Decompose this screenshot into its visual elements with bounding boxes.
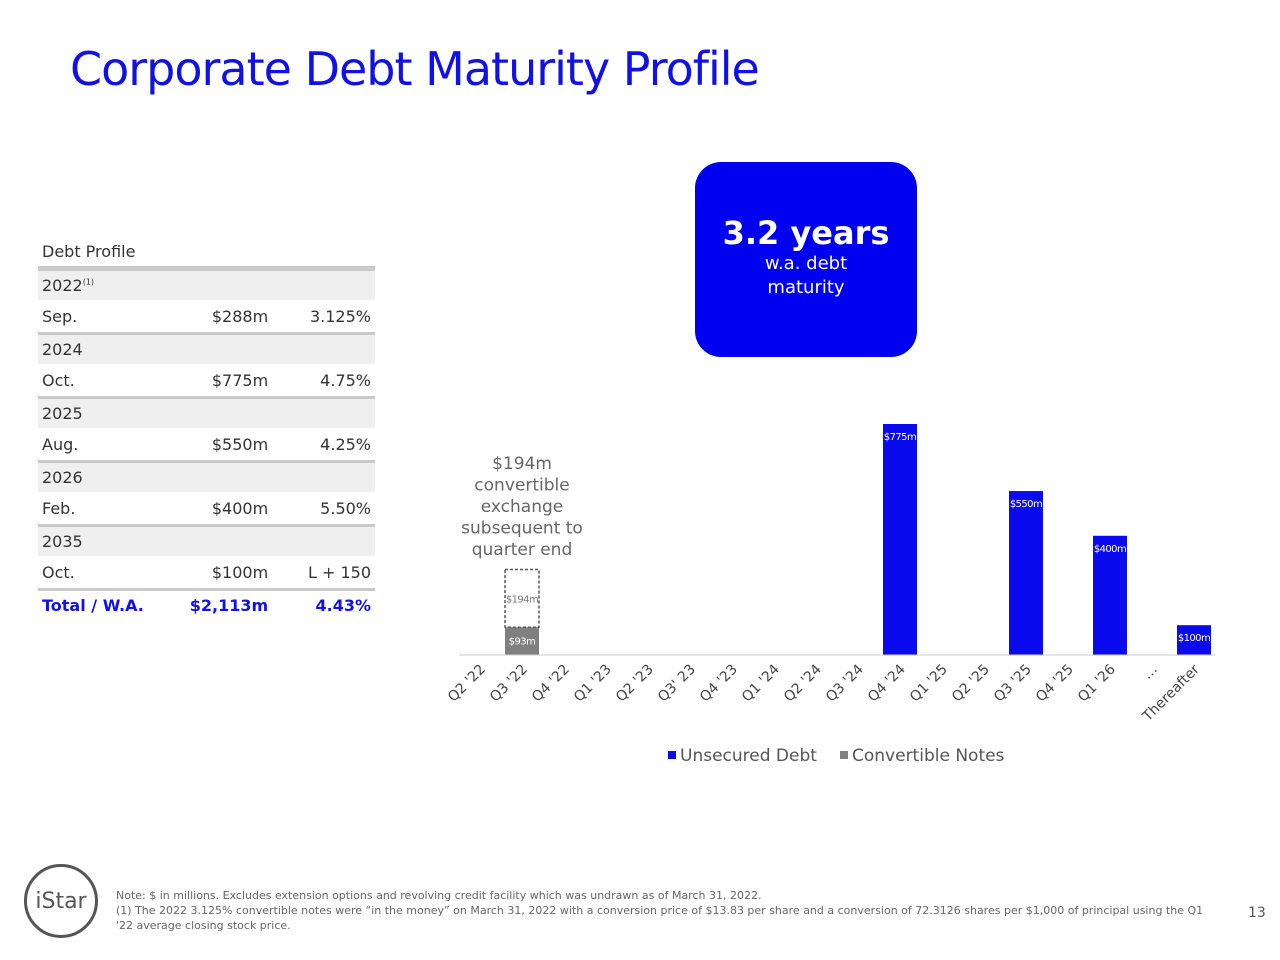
x-tick-label: Q1 '25 <box>907 662 951 706</box>
year-row: 2035 <box>38 524 375 556</box>
footnote-mark: (1) <box>82 277 95 287</box>
total-row: Total / W.A. $2,113m 4.43% <box>38 588 375 620</box>
rate: 3.125% <box>309 306 371 326</box>
x-tick-label: Q4 '24 <box>865 661 909 705</box>
rate: L + 150 <box>307 562 371 582</box>
detail-row: Sep. $288m 3.125% <box>38 300 375 332</box>
x-tick-label: Q2 '24 <box>781 661 825 705</box>
value-label: $775m <box>884 432 916 443</box>
year-row: 2022(1) <box>38 268 375 300</box>
bar <box>1177 625 1211 655</box>
annotation: convertible <box>474 476 569 496</box>
callout-line: w.a. debt <box>764 253 848 274</box>
legend-swatch <box>668 751 676 759</box>
amount: $775m <box>211 370 269 390</box>
month: Oct. <box>42 562 75 582</box>
detail-row: Oct. $100m L + 150 <box>38 556 375 588</box>
value-label: $100m <box>1178 633 1210 644</box>
note: Note: $ in millions. Excludes extension … <box>116 889 762 902</box>
legend-label: Convertible Notes <box>852 746 1005 766</box>
year-row: 2025 <box>38 396 375 428</box>
callout: 3.2 years w.a. debt maturity <box>695 162 917 357</box>
amount: $100m <box>211 562 269 582</box>
x-tick-label: Q1 '23 <box>571 662 615 706</box>
table-title-text: Debt Profile <box>42 241 136 261</box>
x-tick-label: Q4 '22 <box>529 662 573 706</box>
amount: $550m <box>211 434 269 454</box>
amount: $400m <box>211 498 269 518</box>
exchange-box <box>504 568 540 629</box>
x-tick-label: Q4 '25 <box>1033 662 1077 706</box>
year: 2035 <box>42 532 83 551</box>
bar <box>1093 535 1127 655</box>
legend-swatch <box>840 751 848 759</box>
detail-row: Feb. $400m 5.50% <box>38 492 375 524</box>
rate: 4.25% <box>320 434 371 454</box>
exchange-label: $194m <box>506 594 538 605</box>
total-cell: $2,113m <box>189 596 269 615</box>
x-tick-label: Q3 '25 <box>991 662 1035 706</box>
total-cell: Total / W.A. <box>42 596 144 615</box>
total-cell: 4.43% <box>315 596 371 615</box>
callout-line: maturity <box>767 277 845 298</box>
value-label: $550m <box>1010 499 1042 510</box>
x-tick-label: Q3 '24 <box>823 661 867 705</box>
x-tick-label: Q1 '26 <box>1075 661 1119 705</box>
year: 2025 <box>42 404 83 423</box>
bar <box>1009 491 1043 655</box>
value-label: $400m <box>1094 544 1126 555</box>
detail-row: Aug. $550m 4.25% <box>38 428 375 460</box>
x-tick-label: Q3' 23 <box>655 662 699 706</box>
table-title: Debt Profile <box>38 236 375 268</box>
detail-row: Oct. $775m 4.75% <box>38 364 375 396</box>
x-tick-label: Q2 '23 <box>613 662 657 706</box>
month: Aug. <box>42 434 79 454</box>
year: 2026 <box>42 468 83 487</box>
x-tick-label: Q3 '22 <box>487 662 531 706</box>
amount: $288m <box>211 306 269 326</box>
rate: 5.50% <box>320 498 371 518</box>
rate: 4.75% <box>320 370 371 390</box>
slide-title: Corporate Debt Maturity Profile <box>70 42 760 96</box>
x-tick-label: Q4 '23 <box>697 662 741 706</box>
year-row: 2024 <box>38 332 375 364</box>
bar <box>883 424 917 655</box>
logo: iStar <box>24 864 98 938</box>
x-tick-label: Q2 '25 <box>949 662 993 706</box>
annotation: quarter end <box>472 540 573 560</box>
x-tick-label: Q1 '24 <box>739 661 783 705</box>
notes: Note: $ in millions. Excludes extension … <box>116 888 1206 933</box>
legend-label: Unsecured Debt <box>680 746 817 766</box>
annotation: $194m <box>492 454 552 474</box>
value-label: $93m <box>509 636 535 647</box>
note: (1) The 2022 3.125% convertible notes we… <box>116 904 1204 932</box>
year-row: 2026 <box>38 460 375 492</box>
callout-headline: 3.2 years <box>722 214 890 252</box>
annotation: exchange <box>481 497 564 517</box>
page-number: 13 <box>1248 905 1266 921</box>
bar <box>505 627 539 655</box>
month: Feb. <box>42 498 76 518</box>
debt-table: Debt Profile 2022(1) Sep. $288m 3.125% 2024 O… <box>38 236 375 620</box>
annotation: subsequent to <box>461 519 583 539</box>
x-tick-label: … <box>1140 662 1161 683</box>
year: 2024 <box>42 340 83 359</box>
x-tick-label: Q2 '22 <box>445 662 489 706</box>
year: 2022(1) <box>42 276 95 295</box>
month: Oct. <box>42 370 75 390</box>
month: Sep. <box>42 306 78 326</box>
